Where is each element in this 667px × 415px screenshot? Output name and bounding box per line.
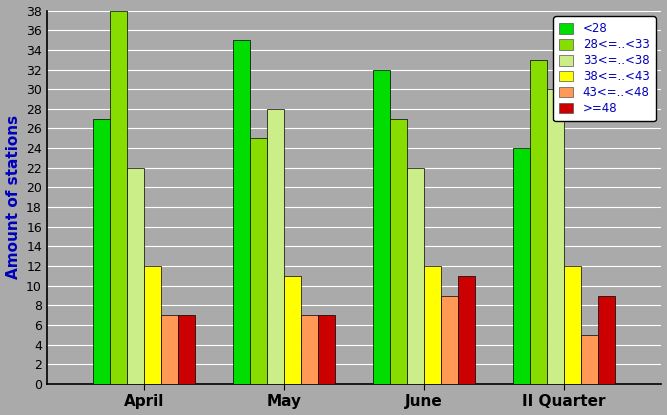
Bar: [441, 295, 458, 384]
Bar: [110, 10, 127, 384]
Bar: [250, 138, 267, 384]
Bar: [178, 315, 195, 384]
Y-axis label: Amount of stations: Amount of stations: [5, 115, 21, 279]
Bar: [513, 148, 530, 384]
Legend: <28, 28<=..<33, 33<=..<38, 38<=..<43, 43<=..<48, >=48: <28, 28<=..<33, 33<=..<38, 38<=..<43, 43…: [553, 17, 656, 121]
Bar: [373, 70, 390, 384]
Bar: [564, 266, 581, 384]
Bar: [530, 60, 547, 384]
Bar: [424, 266, 441, 384]
Bar: [390, 119, 407, 384]
Bar: [301, 315, 318, 384]
Bar: [93, 119, 110, 384]
Bar: [161, 315, 178, 384]
Bar: [318, 315, 336, 384]
Bar: [547, 89, 564, 384]
Bar: [407, 168, 424, 384]
Bar: [284, 276, 301, 384]
Bar: [127, 168, 144, 384]
Bar: [458, 276, 476, 384]
Bar: [598, 295, 616, 384]
Bar: [144, 266, 161, 384]
Bar: [267, 109, 284, 384]
Bar: [233, 40, 250, 384]
Bar: [581, 335, 598, 384]
